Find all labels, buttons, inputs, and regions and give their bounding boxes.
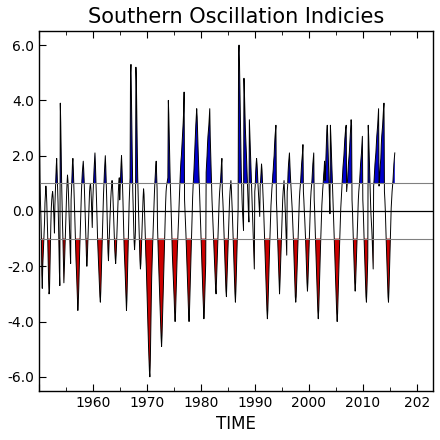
X-axis label: TIME: TIME xyxy=(216,415,256,433)
Title: Southern Oscillation Indicies: Southern Oscillation Indicies xyxy=(88,7,384,27)
